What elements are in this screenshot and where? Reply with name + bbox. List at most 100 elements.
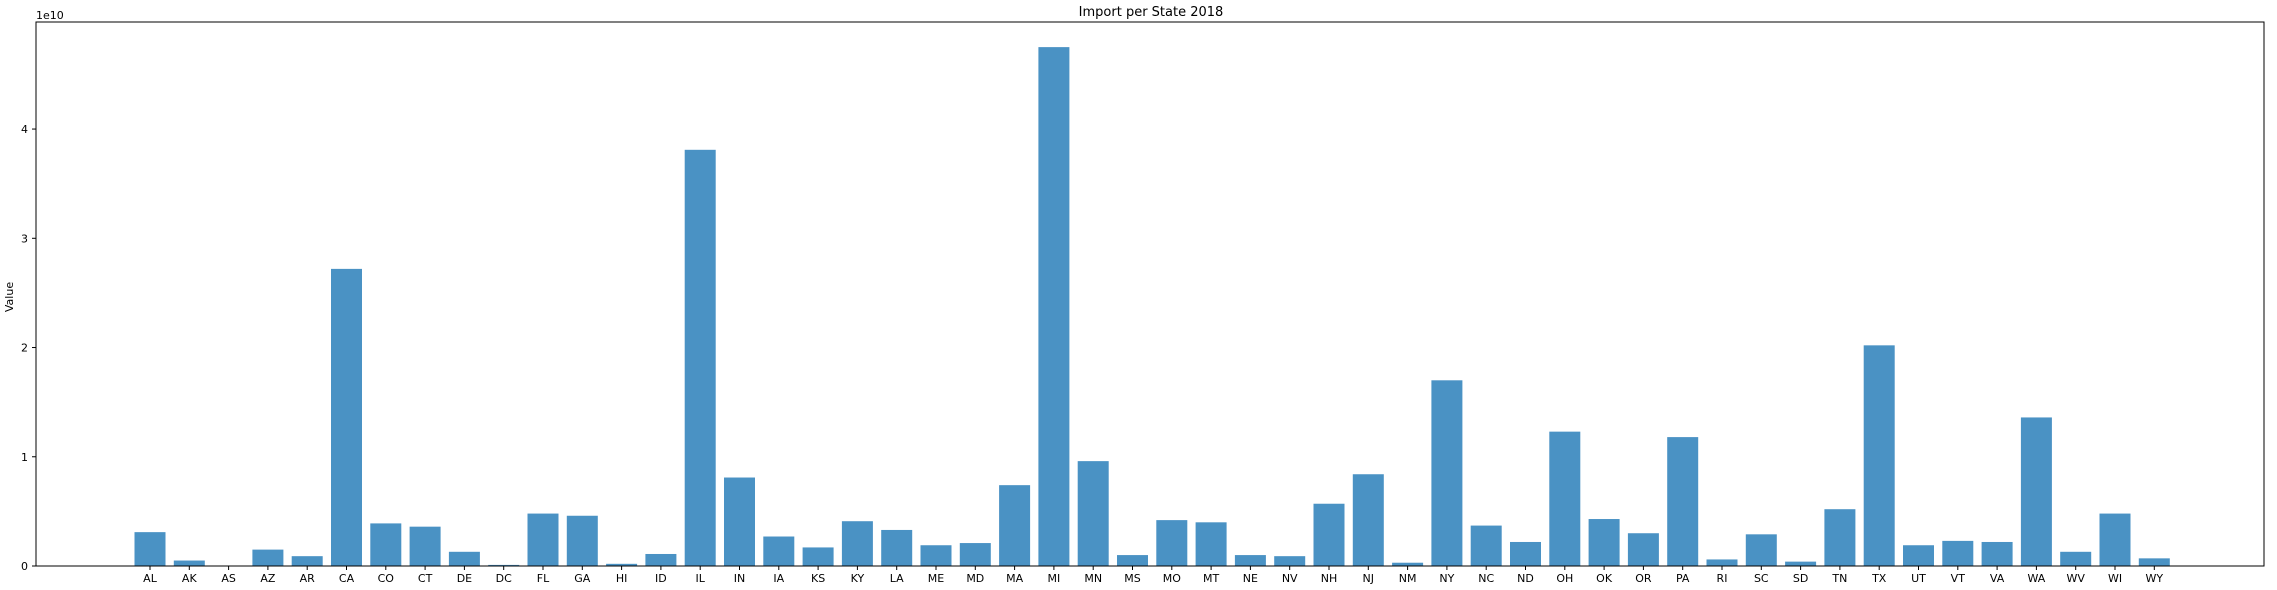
bar-nh: [1313, 503, 1345, 566]
x-tick-label-vt: VT: [1951, 572, 1966, 585]
bar-ca: [331, 268, 362, 566]
x-tick-label-nc: NC: [1478, 572, 1494, 585]
bar-az: [252, 549, 284, 566]
x-tick-label-oh: OH: [1556, 572, 1573, 585]
bar-ak: [173, 560, 205, 566]
x-tick-label-wy: WY: [2145, 572, 2163, 585]
y-tick-label: 3: [21, 232, 28, 245]
bar-ok: [1588, 519, 1620, 566]
x-tick-label-mo: MO: [1163, 572, 1181, 585]
x-tick-label-sd: SD: [1793, 572, 1808, 585]
x-axis-ticks: AL AK AS AZ AR CA CO CT DE DC FL GA HI ID IL IN IA KS KY LA…: [143, 566, 2163, 585]
x-tick-label-as: AS: [221, 572, 236, 585]
x-tick-label-md: MD: [966, 572, 984, 585]
bar-nc: [1470, 525, 1502, 566]
bar-ut: [1903, 545, 1934, 566]
x-tick-label-dc: DC: [496, 572, 512, 585]
plot-frame: [35, 21, 2265, 567]
y-tick-label: 1: [21, 451, 28, 464]
bar-ga: [566, 515, 598, 566]
x-tick-label-co: CO: [378, 572, 395, 585]
y-tick-label: 2: [21, 342, 28, 355]
bar-ky: [841, 521, 873, 566]
x-tick-label-ak: AK: [182, 572, 198, 585]
bar-dc: [488, 564, 520, 566]
x-tick-label-ne: NE: [1243, 572, 1258, 585]
bar-md: [959, 543, 991, 566]
x-tick-label-ks: KS: [811, 572, 825, 585]
x-tick-label-me: ME: [928, 572, 944, 585]
bar-wa: [2020, 417, 2052, 566]
y-axis-label: Value: [3, 282, 16, 312]
bar-oh: [1549, 431, 1581, 566]
x-tick-label-ca: CA: [339, 572, 355, 585]
bar-pa: [1667, 437, 1699, 566]
bar-hi: [606, 563, 638, 566]
x-tick-label-ma: MA: [1006, 572, 1023, 585]
x-tick-label-la: LA: [890, 572, 904, 585]
x-tick-label-va: VA: [1990, 572, 2005, 585]
bar-nd: [1510, 541, 1541, 566]
chart-title: Import per State 2018: [1079, 5, 1224, 20]
x-tick-label-az: AZ: [260, 572, 276, 585]
x-tick-label-il: IL: [696, 572, 706, 585]
bar-ar: [291, 556, 323, 566]
bar-nv: [1274, 556, 1306, 566]
x-tick-label-de: DE: [457, 572, 472, 585]
bar-al: [134, 532, 166, 566]
bar-co: [370, 523, 402, 566]
bar-ma: [999, 485, 1031, 566]
x-tick-label-sc: SC: [1754, 572, 1769, 585]
bar-tx: [1863, 345, 1895, 566]
bar-ny: [1431, 380, 1463, 566]
bar-me: [920, 545, 952, 566]
x-tick-label-nj: NJ: [1363, 572, 1374, 585]
bars-group: [134, 47, 2170, 567]
x-tick-label-nh: NH: [1321, 572, 1338, 585]
x-tick-label-ok: OK: [1596, 572, 1613, 585]
x-tick-label-pa: PA: [1676, 572, 1690, 585]
bar-ct: [409, 526, 441, 566]
bar-or: [1627, 533, 1659, 566]
bar-ia: [763, 536, 795, 566]
bar-id: [645, 553, 677, 566]
bar-mo: [1156, 520, 1188, 566]
bar-ks: [802, 547, 834, 566]
x-tick-label-ri: RI: [1717, 572, 1728, 585]
x-tick-label-hi: HI: [616, 572, 628, 585]
bar-sc: [1745, 534, 1777, 566]
bar-va: [1981, 541, 2013, 566]
bar-nj: [1352, 474, 1384, 566]
x-tick-label-ar: AR: [300, 572, 316, 585]
x-tick-label-nv: NV: [1282, 572, 1298, 585]
bar-wi: [2099, 513, 2131, 566]
x-tick-label-tx: TX: [1871, 572, 1887, 585]
x-tick-label-ky: KY: [851, 572, 865, 585]
y-axis-ticks: 0 1 2 3 4: [21, 123, 36, 573]
bar-mn: [1077, 461, 1109, 566]
bar-mi: [1038, 47, 1070, 567]
bar-wv: [2060, 551, 2092, 566]
x-tick-label-ia: IA: [773, 572, 784, 585]
x-tick-label-or: OR: [1635, 572, 1652, 585]
bar-tn: [1824, 509, 1856, 566]
x-tick-label-ct: CT: [418, 572, 433, 585]
y-tick-label: 4: [21, 123, 28, 136]
x-tick-label-in: IN: [734, 572, 745, 585]
x-tick-label-mt: MT: [1203, 572, 1219, 585]
bar-vt: [1942, 540, 1974, 566]
bar-in: [724, 477, 755, 566]
bar-ri: [1706, 559, 1738, 566]
bar-la: [881, 529, 913, 566]
x-tick-label-nd: ND: [1517, 572, 1534, 585]
y-axis-offset-label: 1e10: [36, 9, 64, 22]
x-tick-label-al: AL: [143, 572, 158, 585]
bar-de: [448, 551, 480, 566]
x-tick-label-wi: WI: [2108, 572, 2122, 585]
x-tick-label-tn: TN: [1831, 572, 1847, 585]
x-tick-label-mi: MI: [1048, 572, 1061, 585]
x-tick-label-ms: MS: [1124, 572, 1140, 585]
bar-ne: [1234, 555, 1266, 566]
bar-wy: [2138, 558, 2170, 566]
